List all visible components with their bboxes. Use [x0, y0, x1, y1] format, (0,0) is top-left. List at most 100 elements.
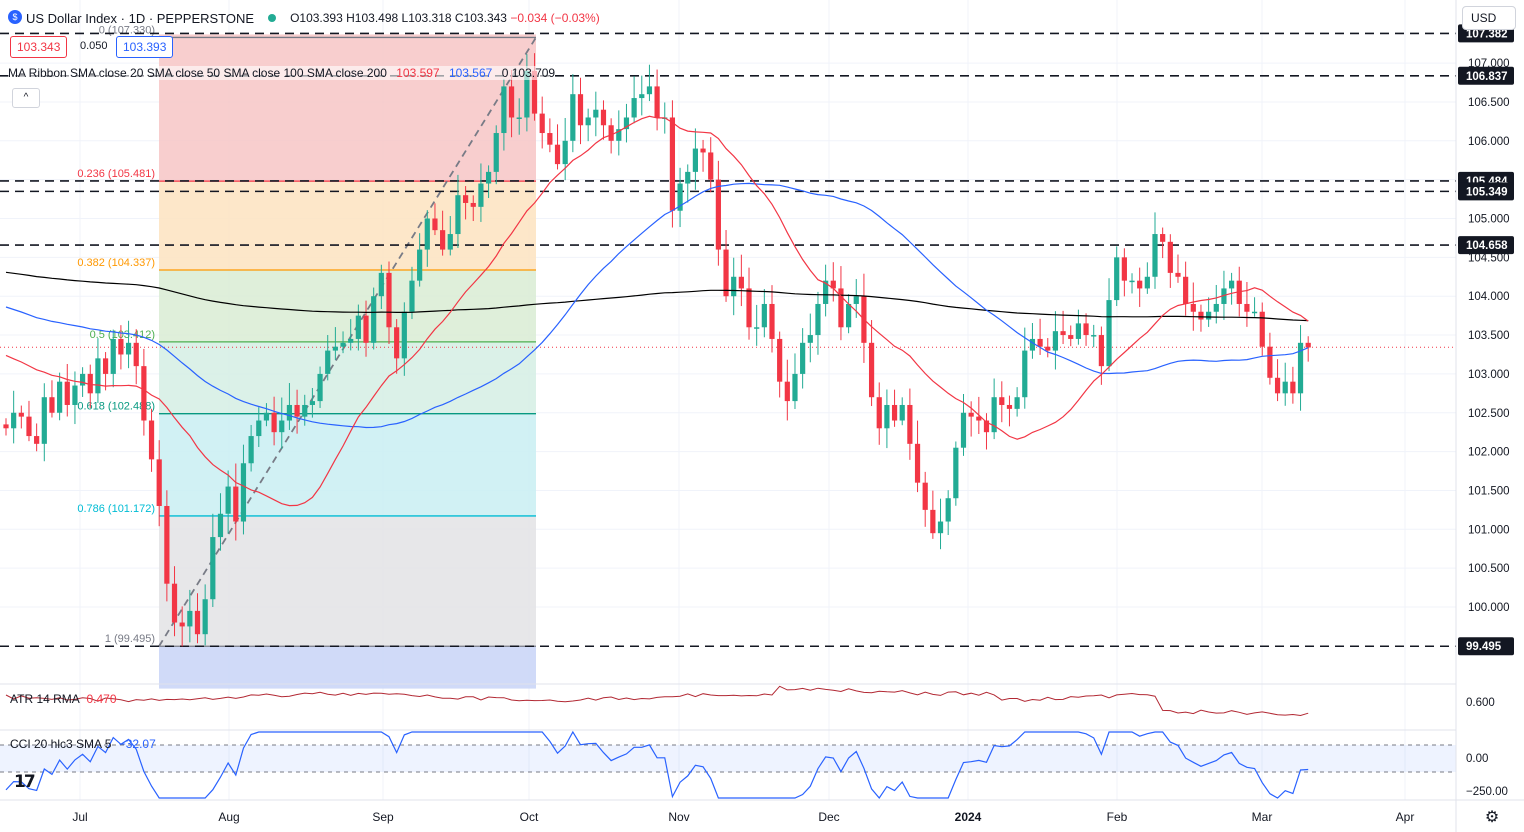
level-price-tag	[1458, 182, 1514, 201]
candle-body	[976, 416, 982, 421]
candle-body	[953, 447, 959, 499]
candlestick-series	[3, 53, 1311, 647]
candle-body	[539, 113, 545, 134]
price-axis[interactable]: 107.000106.500106.000105.500105.000104.5…	[1455, 0, 1514, 832]
candle-body	[125, 342, 132, 355]
candle-body	[830, 280, 836, 289]
time-tick-label: Oct	[520, 810, 539, 824]
fib-level-label: 0.618 (102.488)	[77, 401, 155, 413]
candle-body	[371, 296, 377, 343]
candle-body	[960, 412, 967, 448]
change-value: −0.034 (−0.03%)	[510, 11, 600, 25]
ma-ribbon	[5, 115, 1309, 507]
atr-legend[interactable]: ATR 14 RMA 0.470	[10, 692, 117, 706]
candle-body	[133, 342, 139, 367]
candle-body	[907, 404, 913, 444]
candle-body	[1221, 288, 1227, 304]
atr-value: 0.470	[86, 692, 117, 706]
fib-level-label: 0.786 (101.172)	[77, 503, 155, 515]
candle-body	[26, 416, 32, 437]
symbol-title[interactable]: US Dollar Index · 1D · PEPPERSTONE	[26, 10, 255, 26]
candle-body	[470, 202, 476, 207]
candle-body	[148, 420, 155, 460]
candle-body	[800, 342, 806, 374]
fibonacci-retracement[interactable]: 0 (107.330)0.236 (105.481)0.382 (104.337…	[77, 24, 537, 689]
price-tick-label: 106.500	[1468, 97, 1510, 109]
candle-body	[784, 381, 790, 402]
candle-body	[348, 338, 354, 343]
time-axis[interactable]: Jul Aug Sep Oct Nov Dec 2024 Feb Mar Apr	[0, 799, 1524, 824]
candle-body	[754, 327, 760, 329]
candle-body	[930, 509, 936, 534]
gear-icon[interactable]: ⚙	[1484, 809, 1500, 826]
candle-body	[1144, 276, 1150, 289]
cci-legend[interactable]: CCI 20 hlc3 SMA 5 −32.07	[10, 737, 156, 751]
price-tick-label: 102.500	[1468, 408, 1510, 420]
fib-level-label: 0.236 (105.481)	[77, 168, 155, 180]
candle-body	[1274, 377, 1281, 394]
ma-ribbon-legend[interactable]: MA Ribbon SMA close 20 SMA close 50 SMA …	[8, 66, 556, 80]
candle-body	[3, 424, 9, 429]
candle-body	[577, 94, 584, 126]
level-price-label: 107.382	[1466, 28, 1508, 40]
candle-body	[823, 280, 829, 304]
price-tick-label: 106.000	[1468, 136, 1510, 148]
candle-body	[501, 86, 507, 134]
candle-body	[309, 401, 315, 405]
candle-body	[1167, 241, 1173, 273]
dollar-icon: $	[8, 10, 22, 24]
candle-body	[792, 373, 798, 402]
candle-body	[317, 373, 323, 402]
low-value: L103.318	[401, 11, 452, 25]
fib-zone	[159, 413, 536, 516]
candle-body	[646, 86, 653, 95]
candle-body	[945, 498, 951, 522]
candle-body	[271, 412, 277, 433]
candle-body	[87, 373, 93, 394]
level-price-label: 106.837	[1466, 71, 1508, 83]
sma50-line	[5, 182, 1309, 429]
candle-body	[991, 397, 997, 433]
candle-body	[194, 610, 201, 635]
atr-label: ATR 14 RMA	[10, 692, 80, 706]
candle-body	[355, 315, 361, 339]
buy-price-button[interactable]: 103.393	[116, 36, 174, 58]
time-tick-label: Apr	[1396, 810, 1415, 824]
collapse-legend-button[interactable]: ^	[12, 88, 40, 108]
candle-body	[738, 276, 744, 289]
high-value: H103.498	[346, 11, 399, 25]
time-tick-label: Mar	[1252, 810, 1273, 824]
candle-body	[332, 346, 338, 351]
candle-body	[455, 195, 461, 235]
candle-body	[1022, 350, 1028, 398]
candle-body	[179, 622, 185, 627]
tradingview-logo[interactable]: 17	[14, 772, 36, 792]
candle-body	[401, 311, 407, 359]
cci-panel: 0.00 −250.00	[0, 729, 1508, 799]
candle-body	[884, 404, 890, 429]
candle-body	[302, 404, 308, 417]
atr-panel: 0.600	[0, 683, 1495, 717]
candle-body	[631, 98, 637, 118]
candle-body	[1206, 311, 1212, 320]
candle-body	[102, 358, 109, 374]
price-tick-label: 103.000	[1468, 369, 1510, 381]
candle-body	[409, 280, 415, 312]
candle-body	[57, 381, 63, 413]
price-tick-label: 102.000	[1468, 447, 1510, 459]
sma200-value: 103.709	[511, 66, 556, 80]
candle-body	[11, 412, 17, 429]
currency-button[interactable]: USD	[1462, 6, 1516, 30]
candle-body	[876, 397, 882, 429]
candle-body	[1229, 280, 1235, 289]
candle-body	[723, 249, 729, 297]
level-price-label: 105.349	[1466, 186, 1508, 198]
cci-value: −32.07	[118, 737, 156, 751]
candle-body	[868, 342, 875, 398]
candle-body	[478, 183, 484, 207]
sell-price-button[interactable]: 103.343	[10, 36, 68, 58]
candle-body	[524, 70, 530, 118]
candle-body	[118, 338, 124, 355]
candle-body	[1129, 280, 1135, 283]
